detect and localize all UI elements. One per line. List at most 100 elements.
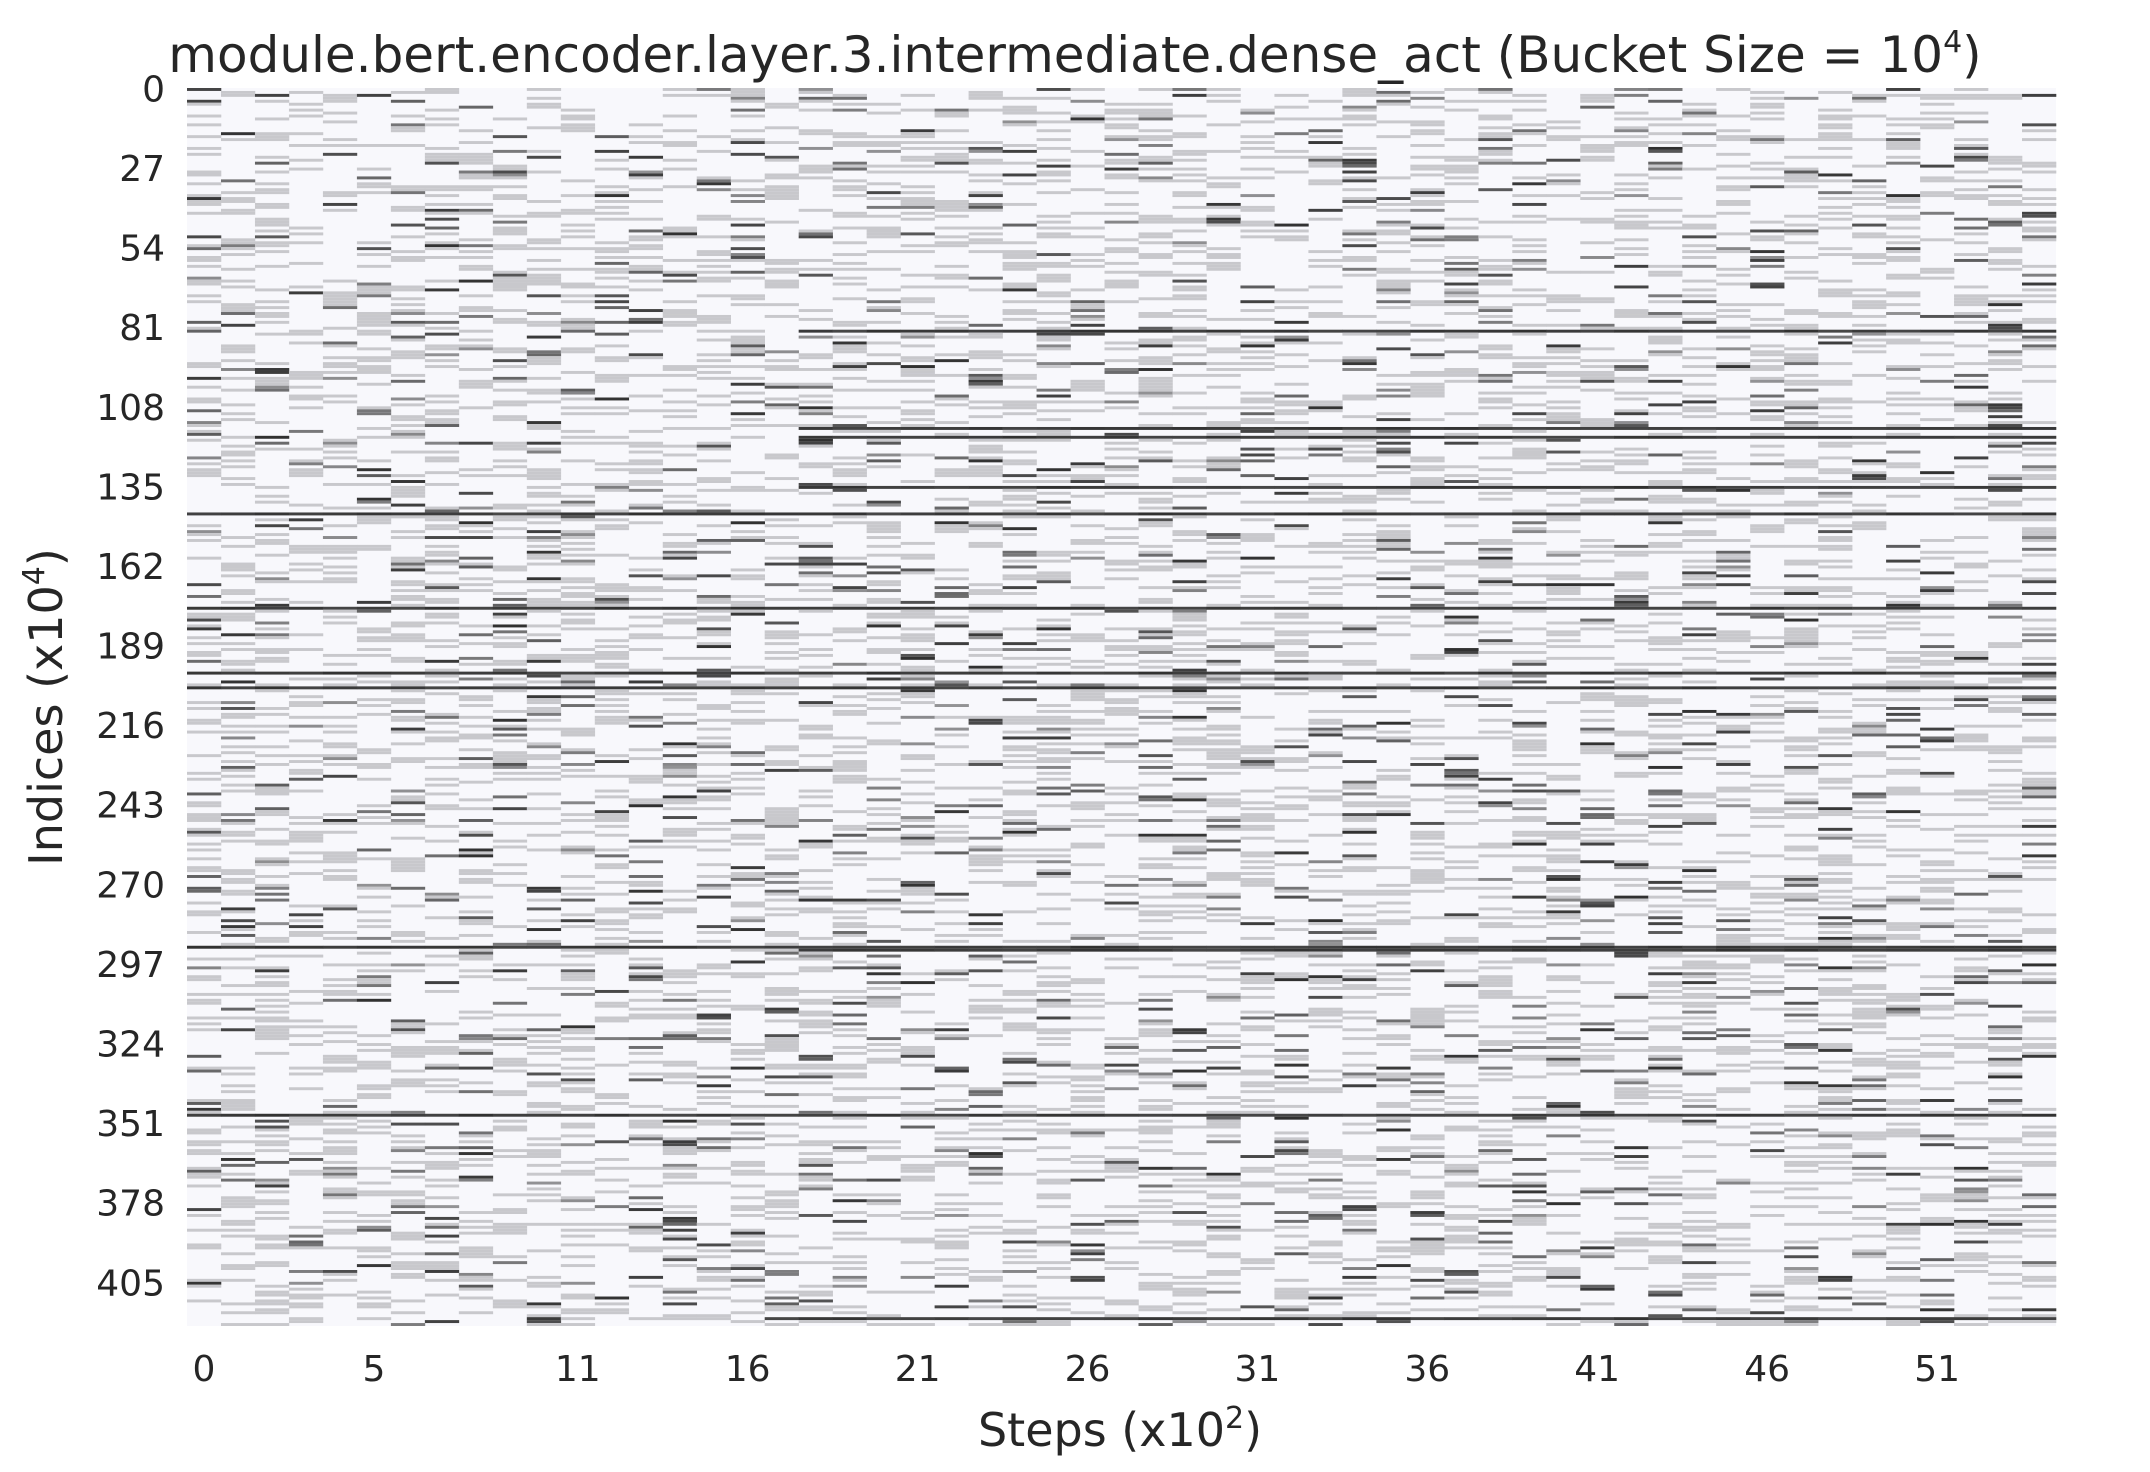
heatmap-cell <box>1342 90 1377 94</box>
heatmap-cell <box>1138 760 1173 764</box>
heatmap-cell <box>628 804 664 808</box>
heatmap-cell <box>1376 730 1411 734</box>
heatmap-cell <box>832 365 867 369</box>
heatmap-cell <box>764 821 799 825</box>
heatmap-cell <box>1138 651 1173 654</box>
heatmap-cell <box>1138 877 1173 881</box>
heatmap-cell <box>322 456 358 460</box>
heatmap-cell <box>1308 727 1343 731</box>
heatmap-cell <box>934 1240 969 1244</box>
heatmap-cell <box>968 933 1003 937</box>
heatmap-cell <box>356 312 392 315</box>
heatmap-cell <box>220 200 256 203</box>
heatmap-cell <box>832 1045 867 1049</box>
heatmap-cell <box>798 544 833 548</box>
heatmap-cell <box>968 329 1003 333</box>
heatmap-cell <box>1308 954 1343 958</box>
heatmap-cell <box>1172 229 1207 233</box>
heatmap-cell <box>1342 987 1377 990</box>
heatmap-cell <box>390 795 426 799</box>
heatmap-cell <box>220 889 256 893</box>
heatmap-cell <box>832 329 867 333</box>
heatmap-cell <box>220 745 256 749</box>
heatmap-cell <box>1002 373 1037 377</box>
heatmap-cell <box>458 368 494 371</box>
heatmap-cell <box>968 786 1003 790</box>
heatmap-cell <box>220 306 256 310</box>
heatmap-cell <box>458 208 494 212</box>
heatmap-cell <box>254 99 290 103</box>
heatmap-cell <box>866 954 901 958</box>
heatmap-cell <box>1308 217 1343 221</box>
heatmap-cell <box>730 777 765 781</box>
heatmap-cell <box>322 662 358 666</box>
heatmap-cell <box>288 503 324 507</box>
heatmap-cell <box>424 394 460 398</box>
heatmap-cell <box>764 1134 799 1138</box>
heatmap-cell <box>458 338 494 342</box>
heatmap-cell <box>492 503 528 507</box>
heatmap-cell <box>900 606 935 610</box>
heatmap-cell <box>1274 863 1309 867</box>
heatmap-cell <box>900 1031 935 1035</box>
heatmap-cell <box>832 185 867 189</box>
heatmap-cell <box>764 677 799 681</box>
heatmap-cell <box>322 1228 358 1232</box>
heatmap-cell <box>1206 742 1241 746</box>
heatmap-cell <box>798 804 833 808</box>
heatmap-cell <box>424 256 460 259</box>
heatmap-cell <box>288 1240 324 1244</box>
heatmap-cell <box>424 1178 460 1182</box>
heatmap-cell <box>662 415 698 419</box>
heatmap-cell <box>594 603 630 607</box>
heatmap-cell <box>322 1293 358 1297</box>
heatmap-cell <box>356 1034 392 1038</box>
heatmap-cell <box>424 226 460 230</box>
heatmap-cell <box>288 562 324 566</box>
heatmap-cell <box>1206 919 1241 923</box>
heatmap-cell <box>1206 256 1241 259</box>
heatmap-cell <box>594 512 630 516</box>
heatmap-cell <box>866 135 901 139</box>
heatmap-cell <box>1070 936 1105 940</box>
heatmap-cell <box>1342 108 1377 112</box>
heatmap-cell <box>798 945 833 949</box>
heatmap-cell <box>424 645 460 649</box>
heatmap-cell <box>1138 1060 1173 1064</box>
heatmap-cell <box>1002 1057 1037 1061</box>
heatmap-cell <box>968 385 1003 389</box>
heatmap-cell <box>1002 1113 1037 1117</box>
heatmap-cell <box>764 512 799 516</box>
heatmap-cell <box>968 96 1003 100</box>
heatmap-cell <box>424 712 460 716</box>
heatmap-cell <box>1206 123 1241 127</box>
heatmap-cell <box>390 698 426 702</box>
heatmap-cell <box>1002 715 1037 719</box>
heatmap-cell <box>220 606 256 610</box>
heatmap-cell <box>1172 1028 1207 1032</box>
heatmap-cell <box>1036 1196 1071 1200</box>
heatmap-cell <box>594 816 630 820</box>
heatmap-cell <box>526 494 562 498</box>
heatmap-cell <box>1036 730 1071 734</box>
heatmap-cell <box>322 1152 358 1156</box>
heatmap-cell <box>526 356 562 360</box>
heatmap-cell <box>187 1246 222 1250</box>
heatmap-cell <box>458 279 494 283</box>
heatmap-cell <box>696 827 732 831</box>
heatmap-cell <box>1070 751 1105 755</box>
heatmap-cell <box>1036 559 1071 563</box>
heatmap-cell <box>458 1140 494 1144</box>
heatmap-cell <box>696 477 732 481</box>
heatmap-cell <box>1308 606 1343 610</box>
heatmap-cell <box>968 471 1003 475</box>
heatmap-cell <box>1308 341 1343 345</box>
heatmap-cell <box>492 757 528 761</box>
heatmap-cell <box>1036 1107 1071 1111</box>
heatmap-cell <box>1274 1287 1309 1291</box>
heatmap-cell <box>594 589 630 593</box>
heatmap-cell <box>1342 550 1377 554</box>
heatmap-cell <box>594 185 630 189</box>
heatmap-cell <box>1410 783 1445 787</box>
heatmap-cell <box>1376 1202 1411 1206</box>
